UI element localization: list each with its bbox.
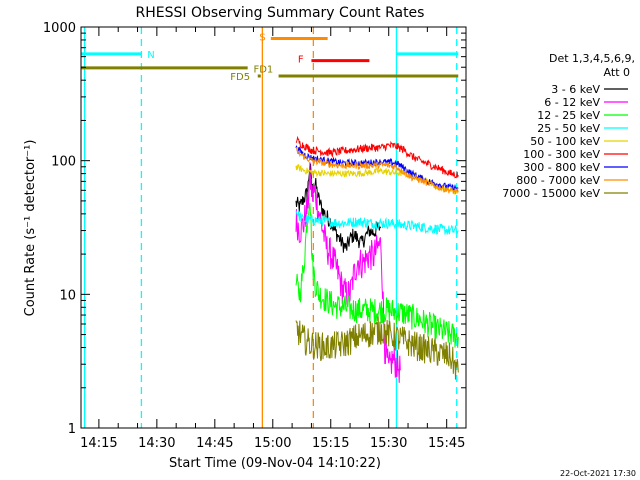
series-lines: [295, 135, 459, 383]
y-tick-label: 10: [59, 288, 76, 303]
footer-date: 22-Oct-2021 17:30: [560, 469, 636, 478]
x-tick-label: 14:45: [196, 436, 233, 451]
y-tick-label: 1: [68, 422, 76, 437]
legend-label-0: 3 - 6 keV: [551, 83, 600, 96]
legend-header-line-1: Det 1,3,4,5,6,9,: [549, 52, 635, 65]
x-axis: 14:15 14:30 14:45 15:00 15:15 15:30 15:45: [80, 27, 467, 451]
flag-label-fd5: FD5: [230, 72, 250, 83]
legend-label-8: 7000 - 15000 keV: [502, 187, 600, 200]
y-tick-label: 100: [51, 155, 76, 170]
legend-label-7: 800 - 7000 keV: [516, 174, 600, 187]
legend-header-line-2: Att 0: [604, 66, 630, 79]
x-tick-label: 14:30: [138, 436, 175, 451]
series-line-8: [295, 316, 459, 380]
chart-title: RHESSI Observing Summary Count Rates: [136, 5, 425, 21]
y-axis-label: Count Rate (s⁻¹ detector⁻¹): [23, 140, 38, 317]
x-axis-label: Start Time (09-Nov-04 14:10:22): [169, 456, 381, 471]
x-tick-label: 15:30: [370, 436, 407, 451]
x-tick-label: 14:15: [80, 436, 117, 451]
flag-fd5-marker: [257, 74, 261, 78]
series-line-3: [295, 210, 459, 235]
series-line-5: [295, 135, 459, 179]
legend-label-3: 25 - 50 keV: [537, 122, 600, 135]
series-line-4: [295, 163, 459, 195]
flag-label-n: N: [147, 50, 154, 61]
series-line-7: [295, 146, 459, 195]
y-tick-label: 1000: [43, 21, 76, 36]
series-line-2: [295, 202, 459, 348]
x-tick-label: 15:15: [312, 436, 349, 451]
flag-label-f: F: [298, 55, 304, 66]
flag-label-s: S: [259, 32, 265, 43]
series-line-1: [295, 162, 401, 383]
y-axis: 1 10 100 1000: [43, 21, 466, 437]
plot-frame: [80, 26, 467, 429]
legend-label-2: 12 - 25 keV: [537, 109, 600, 122]
x-tick-label: 15:00: [254, 436, 291, 451]
legend-label-4: 50 - 100 keV: [530, 135, 600, 148]
flag-label-fd1: FD1: [253, 64, 273, 75]
legend-label-1: 6 - 12 keV: [544, 96, 600, 109]
x-tick-label: 15:45: [428, 436, 465, 451]
legend-label-5: 100 - 300 keV: [523, 148, 600, 161]
legend-label-6: 300 - 800 keV: [523, 161, 600, 174]
